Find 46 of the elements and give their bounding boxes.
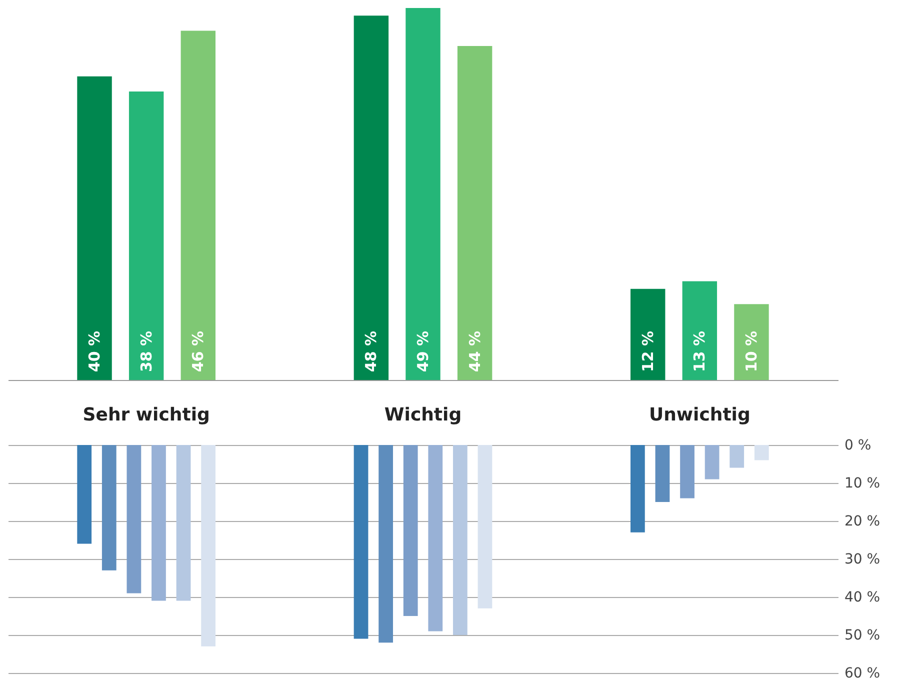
bar <box>680 445 694 498</box>
bar <box>152 445 166 601</box>
bar <box>478 445 492 608</box>
y-tick-label: 10 % <box>844 476 880 492</box>
bar <box>428 445 443 632</box>
data-label: 13 % <box>690 330 709 372</box>
bar <box>77 445 92 544</box>
y-tick-label: 50 % <box>844 628 880 644</box>
bar <box>201 445 216 646</box>
data-label: 40 % <box>86 330 104 372</box>
bar <box>457 46 492 380</box>
bar <box>77 76 112 380</box>
bar <box>126 445 142 594</box>
y-tick-label: 0 % <box>844 438 872 454</box>
bar <box>403 445 418 616</box>
bar <box>655 445 670 502</box>
data-label: 49 % <box>414 330 432 372</box>
data-label: 12 % <box>638 330 657 372</box>
y-tick-label: 30 % <box>844 552 880 568</box>
bar <box>754 445 769 460</box>
bar <box>176 445 191 601</box>
bar <box>354 16 389 380</box>
x-tick-label: Unwichtig <box>648 404 750 426</box>
bar <box>630 445 645 532</box>
bar <box>734 304 769 380</box>
y-tick-label: 40 % <box>844 590 880 606</box>
data-label: 44 % <box>466 330 484 372</box>
bar <box>682 281 718 380</box>
x-tick-label: Sehr wichtig <box>82 404 210 426</box>
bar <box>630 288 666 380</box>
bar <box>354 445 368 639</box>
data-label: 10 % <box>742 330 760 372</box>
bar <box>704 445 720 480</box>
bar <box>730 445 744 468</box>
bar <box>180 30 216 380</box>
x-tick-label: Wichtig <box>384 404 462 426</box>
y-tick-label: 60 % <box>844 666 880 679</box>
bar <box>452 445 468 635</box>
data-label: 46 % <box>189 330 208 372</box>
bar <box>102 445 116 570</box>
data-label: 48 % <box>362 330 380 372</box>
y-tick-label: 20 % <box>844 514 880 530</box>
bar <box>378 445 394 643</box>
bar <box>406 8 440 380</box>
data-label: 38 % <box>137 330 156 372</box>
bar <box>128 92 164 380</box>
